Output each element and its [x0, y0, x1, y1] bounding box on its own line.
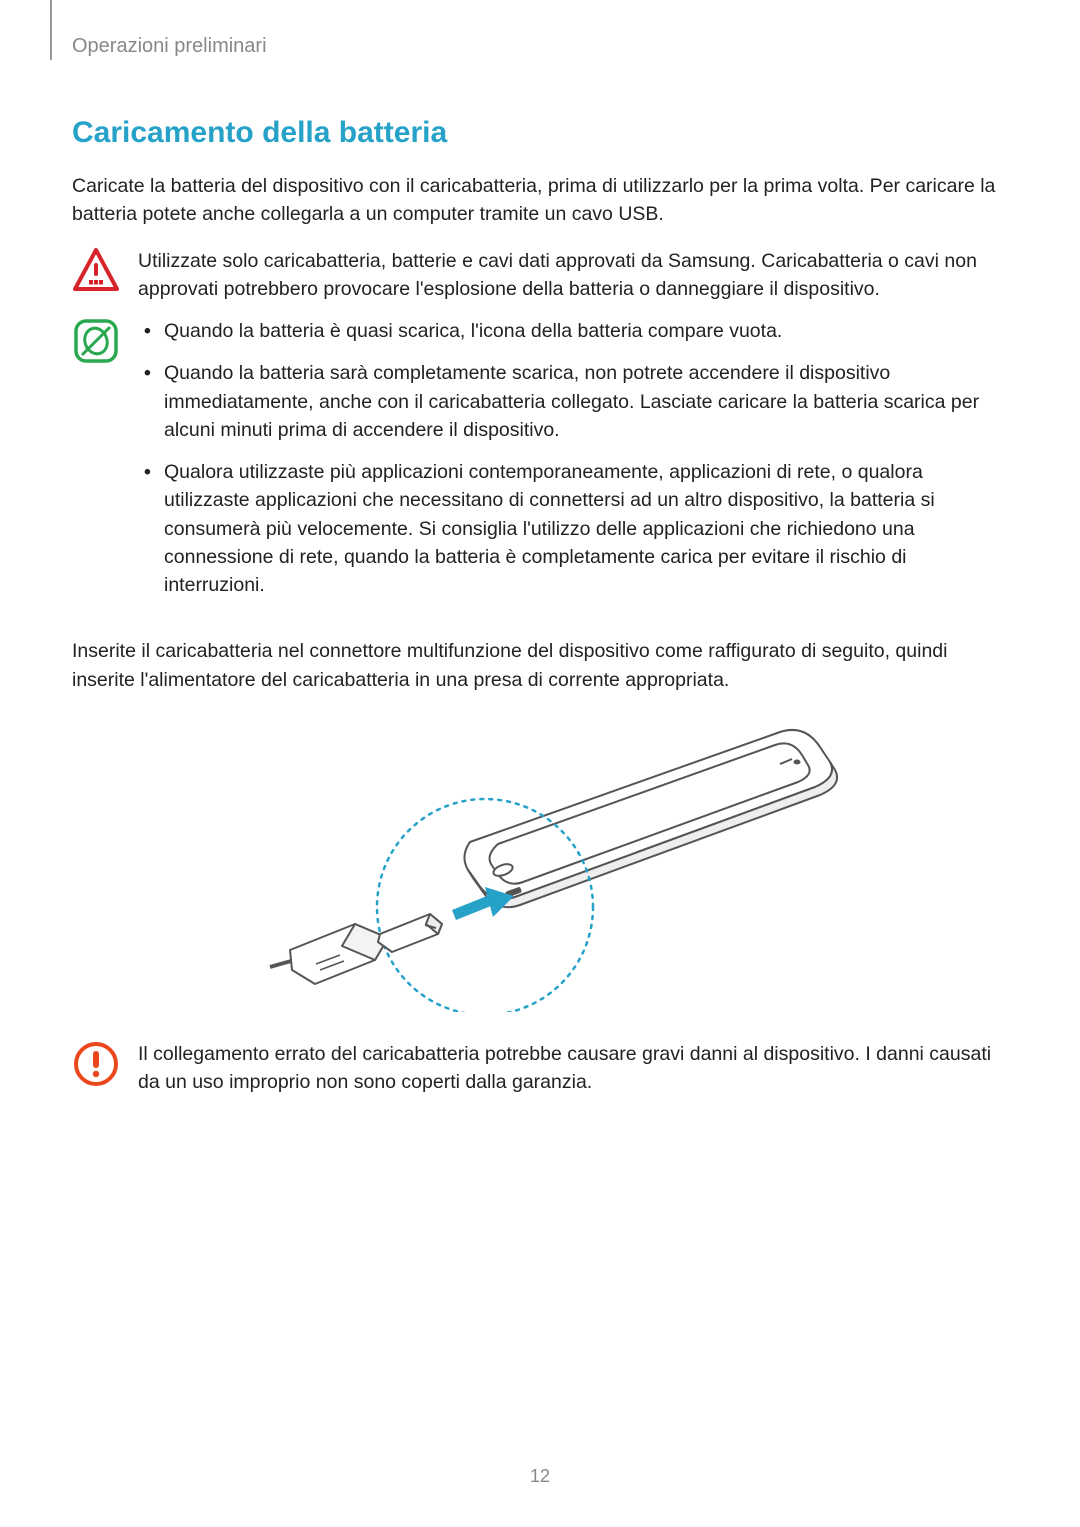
- header-rule: [50, 0, 52, 60]
- warning-callout: Utilizzate solo caricabatteria, batterie…: [72, 247, 1008, 304]
- caution-callout: Il collegamento errato del caricabatteri…: [72, 1040, 1008, 1097]
- note-icon: [72, 317, 120, 365]
- page: Operazioni preliminari Caricamento della…: [0, 0, 1080, 1097]
- charger-figure: [72, 712, 1008, 1012]
- intro-paragraph: Caricate la batteria del dispositivo con…: [72, 172, 1008, 229]
- caution-text: Il collegamento errato del caricabatteri…: [138, 1040, 1008, 1097]
- list-item: Qualora utilizzaste più applicazioni con…: [138, 458, 1008, 599]
- warning-icon: [72, 247, 120, 295]
- list-item: Quando la batteria è quasi scarica, l'ic…: [138, 317, 1008, 345]
- note-content: Quando la batteria è quasi scarica, l'ic…: [138, 317, 1008, 613]
- instruction-paragraph: Inserite il caricabatteria nel connettor…: [72, 637, 1008, 694]
- page-number: 12: [530, 1466, 550, 1487]
- note-callout: Quando la batteria è quasi scarica, l'ic…: [72, 317, 1008, 613]
- note-list: Quando la batteria è quasi scarica, l'ic…: [138, 317, 1008, 599]
- warning-text: Utilizzate solo caricabatteria, batterie…: [138, 247, 1008, 304]
- section-header: Operazioni preliminari: [72, 35, 1008, 58]
- page-title: Caricamento della batteria: [72, 116, 1008, 150]
- list-item: Quando la batteria sarà completamente sc…: [138, 359, 1008, 444]
- caution-icon: [72, 1040, 120, 1088]
